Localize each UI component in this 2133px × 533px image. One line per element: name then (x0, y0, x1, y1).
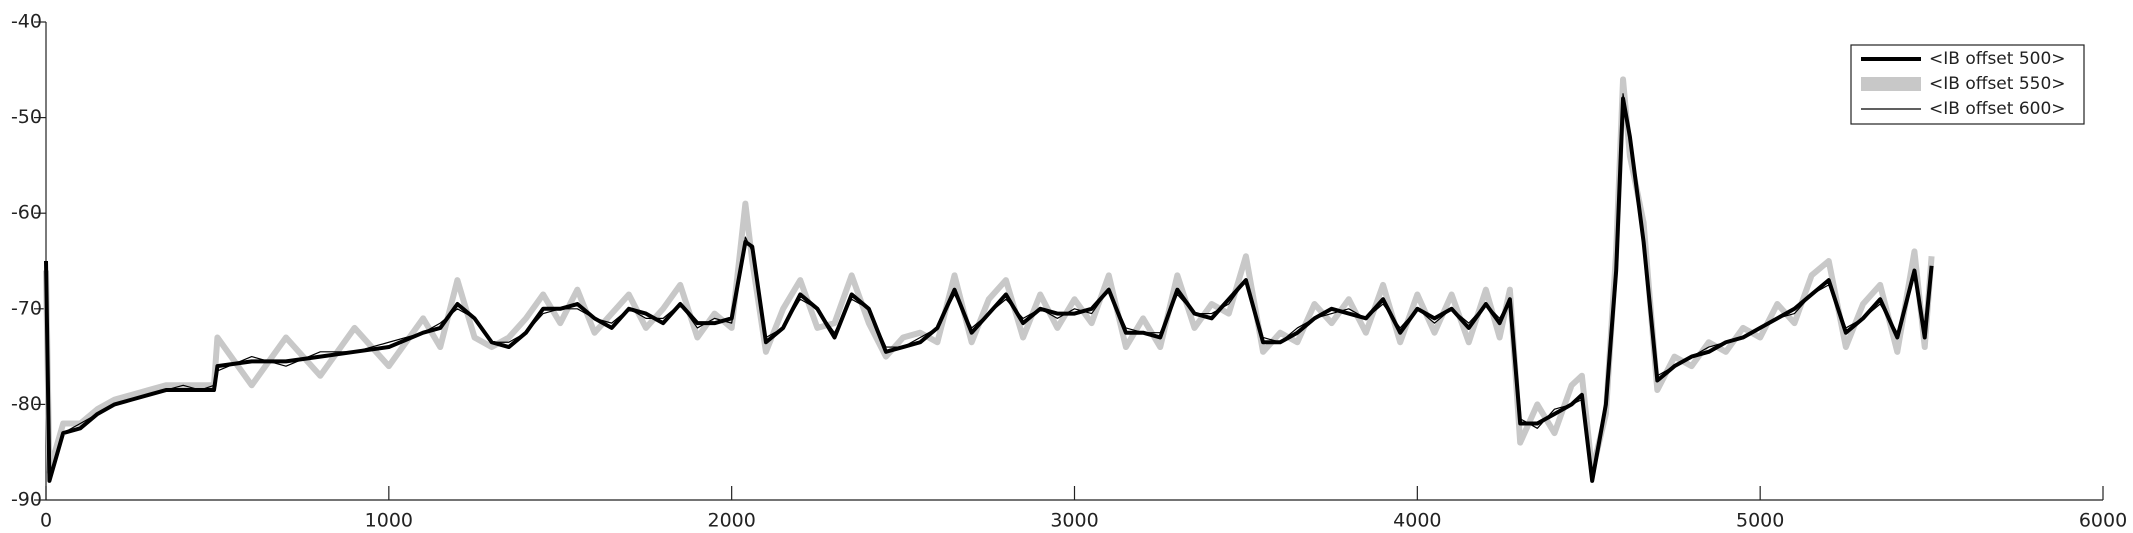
x-tick-label: 3000 (1050, 510, 1098, 532)
legend-label: <IB offset 500> (1929, 49, 2066, 69)
y-tick-label: -50 (11, 106, 42, 128)
legend-label: <IB offset 550> (1929, 74, 2066, 94)
x-tick-label: 0 (40, 510, 52, 532)
x-tick-label: 1000 (365, 510, 413, 532)
legend: <IB offset 500> <IB offset 550> <IB offset… (1850, 44, 2085, 125)
series-line (45, 93, 1933, 477)
y-tick-label: -90 (11, 489, 42, 511)
x-tick-label: 4000 (1393, 510, 1441, 532)
legend-label: <IB offset 600> (1929, 99, 2066, 119)
series-line (44, 96, 1934, 483)
y-tick-label: -80 (11, 393, 42, 415)
x-tick-label: 6000 (2079, 510, 2127, 532)
y-tick-label: -40 (11, 11, 42, 33)
y-tick-label: -60 (11, 202, 42, 224)
x-tick-label: 2000 (707, 510, 755, 532)
y-tick-label: -70 (11, 297, 42, 319)
legend-swatch (1861, 77, 1921, 91)
x-tick-label: 5000 (1736, 510, 1784, 532)
